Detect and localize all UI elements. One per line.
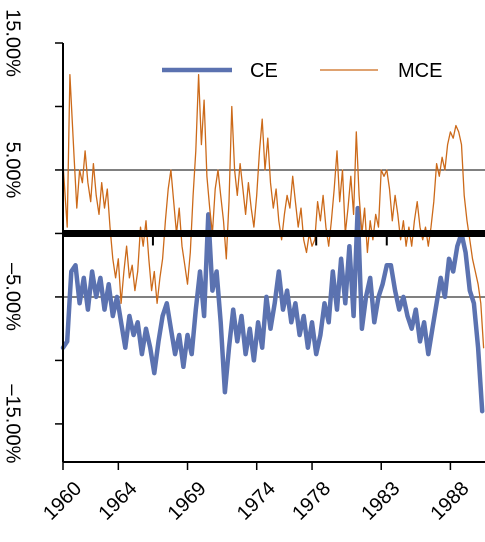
series-layer bbox=[60, 74, 485, 414]
series-line-ce bbox=[60, 205, 485, 414]
x-tick-label: 1983 bbox=[357, 478, 404, 525]
legend-label-mce: MCE bbox=[398, 60, 442, 82]
x-tick-label: 1964 bbox=[94, 478, 141, 525]
legend: CE MCE bbox=[162, 60, 442, 82]
legend-label-ce: CE bbox=[250, 60, 278, 82]
x-tick-label: 1978 bbox=[288, 478, 335, 525]
series-line-mce bbox=[62, 74, 485, 349]
y-tick-label: –5.00% bbox=[2, 263, 24, 331]
y-tick-label: 5.00% bbox=[2, 142, 24, 199]
x-tick-label: 1960 bbox=[39, 478, 86, 525]
x-tick-labels: 1960 1964 1969 1974 1978 1983 1988 bbox=[39, 478, 473, 525]
x-tick-label: 1969 bbox=[164, 478, 211, 525]
y-tick-label: –15.00% bbox=[2, 384, 24, 463]
y-tick-label: 15.00% bbox=[2, 9, 24, 77]
y-tick-labels: 15.00% 5.00% –5.00% –15.00% bbox=[2, 9, 24, 464]
axes bbox=[55, 42, 485, 470]
x-tick-label: 1988 bbox=[427, 478, 474, 525]
x-tick-label: 1974 bbox=[233, 478, 280, 525]
